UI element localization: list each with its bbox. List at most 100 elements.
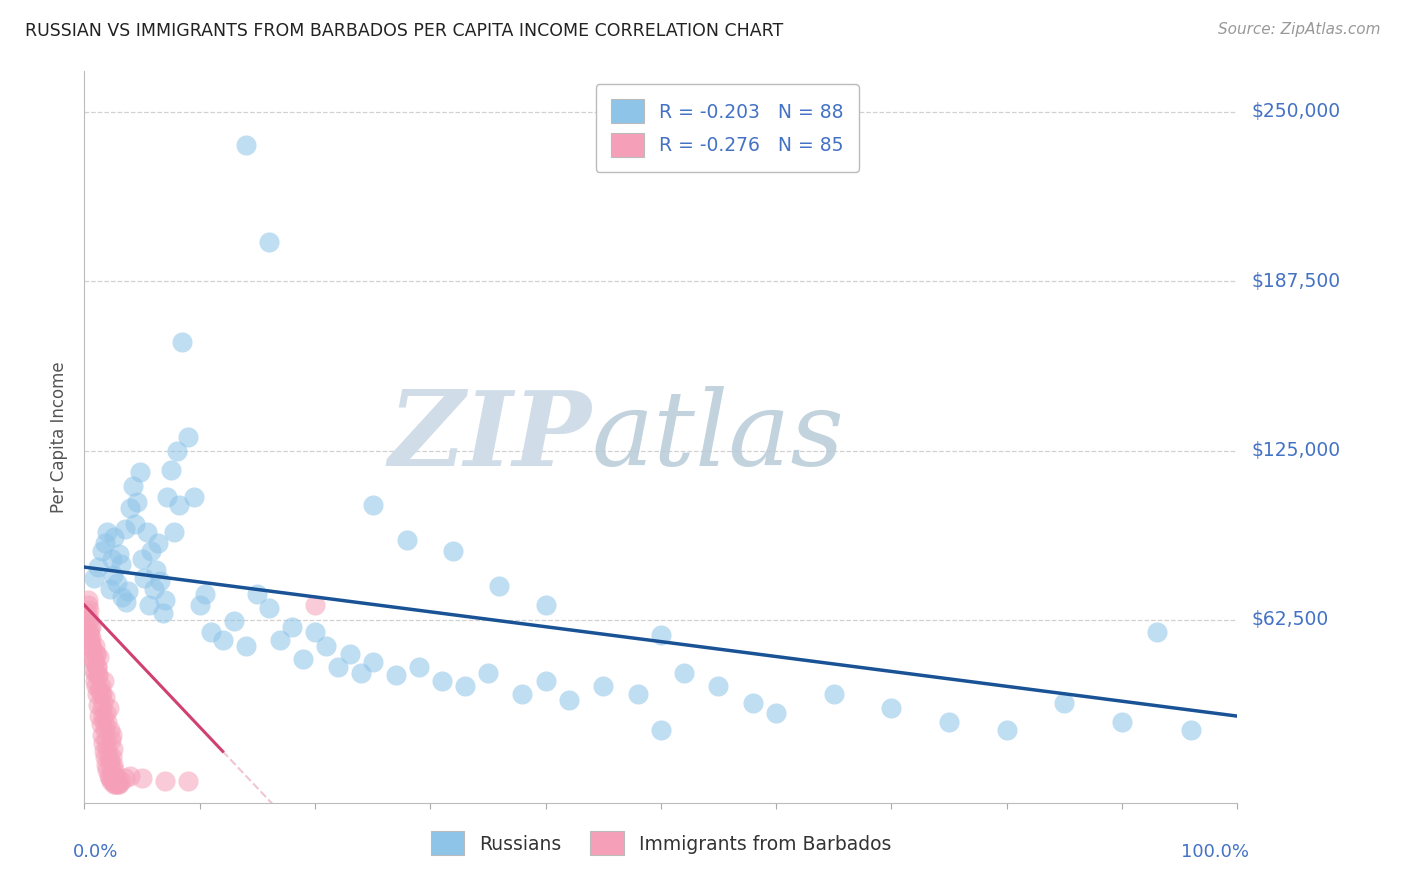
- Point: [488, 579, 510, 593]
- Point: [441, 544, 464, 558]
- Text: RUSSIAN VS IMMIGRANTS FROM BARBADOS PER CAPITA INCOME CORRELATION CHART: RUSSIAN VS IMMIGRANTS FROM BARBADOS PER …: [25, 22, 783, 40]
- Point: [96, 706, 118, 721]
- Point: [87, 668, 110, 682]
- Point: [149, 574, 172, 588]
- Point: [153, 774, 176, 789]
- Point: [592, 679, 614, 693]
- Text: 0.0%: 0.0%: [73, 843, 118, 861]
- Text: $187,500: $187,500: [1251, 272, 1340, 291]
- Point: [93, 744, 115, 758]
- Text: $62,500: $62,500: [1251, 610, 1329, 630]
- Point: [90, 701, 112, 715]
- Text: Source: ZipAtlas.com: Source: ZipAtlas.com: [1218, 22, 1381, 37]
- Point: [94, 535, 117, 549]
- Point: [103, 741, 124, 756]
- Point: [361, 655, 384, 669]
- Point: [1146, 625, 1168, 640]
- Point: [183, 490, 205, 504]
- Point: [145, 563, 167, 577]
- Point: [86, 660, 108, 674]
- Point: [257, 600, 280, 615]
- Point: [742, 696, 765, 710]
- Point: [304, 598, 326, 612]
- Point: [101, 728, 124, 742]
- Point: [98, 723, 121, 737]
- Point: [995, 723, 1018, 737]
- Point: [89, 688, 111, 702]
- Point: [134, 571, 156, 585]
- Point: [90, 544, 112, 558]
- Point: [128, 465, 150, 479]
- Point: [534, 598, 557, 612]
- Point: [89, 649, 111, 664]
- Point: [141, 544, 163, 558]
- Point: [200, 625, 222, 640]
- Point: [91, 709, 114, 723]
- Point: [103, 757, 124, 772]
- Point: [89, 679, 111, 693]
- Point: [269, 633, 291, 648]
- Point: [107, 777, 129, 791]
- Point: [534, 673, 557, 688]
- Point: [304, 625, 326, 640]
- Point: [281, 620, 304, 634]
- Point: [138, 598, 160, 612]
- Point: [77, 625, 100, 640]
- Point: [96, 733, 118, 747]
- Point: [430, 673, 453, 688]
- Point: [396, 533, 419, 547]
- Point: [142, 582, 165, 596]
- Point: [153, 592, 176, 607]
- Point: [100, 774, 122, 789]
- Point: [105, 772, 128, 786]
- Point: [97, 769, 120, 783]
- Point: [120, 769, 142, 783]
- Point: [77, 603, 100, 617]
- Point: [627, 688, 650, 702]
- Text: atlas: atlas: [592, 386, 845, 488]
- Text: $125,000: $125,000: [1251, 442, 1340, 460]
- Point: [82, 652, 104, 666]
- Point: [114, 772, 136, 786]
- Point: [76, 598, 98, 612]
- Point: [83, 652, 105, 666]
- Point: [84, 679, 107, 693]
- Point: [96, 741, 118, 756]
- Point: [110, 558, 132, 572]
- Point: [98, 755, 121, 769]
- Point: [90, 688, 112, 702]
- Point: [96, 757, 118, 772]
- Point: [135, 524, 157, 539]
- Point: [707, 679, 730, 693]
- Point: [117, 584, 139, 599]
- Y-axis label: Per Capita Income: Per Capita Income: [51, 361, 69, 513]
- Point: [361, 498, 384, 512]
- Point: [557, 693, 579, 707]
- Point: [79, 633, 101, 648]
- Point: [101, 552, 124, 566]
- Point: [87, 668, 110, 682]
- Point: [257, 235, 280, 249]
- Point: [103, 777, 125, 791]
- Point: [98, 582, 121, 596]
- Point: [650, 628, 672, 642]
- Text: 100.0%: 100.0%: [1181, 843, 1249, 861]
- Point: [115, 595, 138, 609]
- Point: [224, 615, 246, 629]
- Point: [938, 714, 960, 729]
- Point: [512, 688, 534, 702]
- Point: [96, 764, 118, 778]
- Point: [111, 590, 134, 604]
- Point: [104, 777, 127, 791]
- Point: [384, 668, 406, 682]
- Point: [765, 706, 787, 721]
- Point: [93, 673, 115, 688]
- Point: [235, 137, 257, 152]
- Point: [108, 777, 131, 791]
- Point: [339, 647, 361, 661]
- Point: [80, 639, 103, 653]
- Point: [101, 772, 124, 786]
- Point: [86, 688, 108, 702]
- Point: [83, 663, 105, 677]
- Point: [82, 641, 104, 656]
